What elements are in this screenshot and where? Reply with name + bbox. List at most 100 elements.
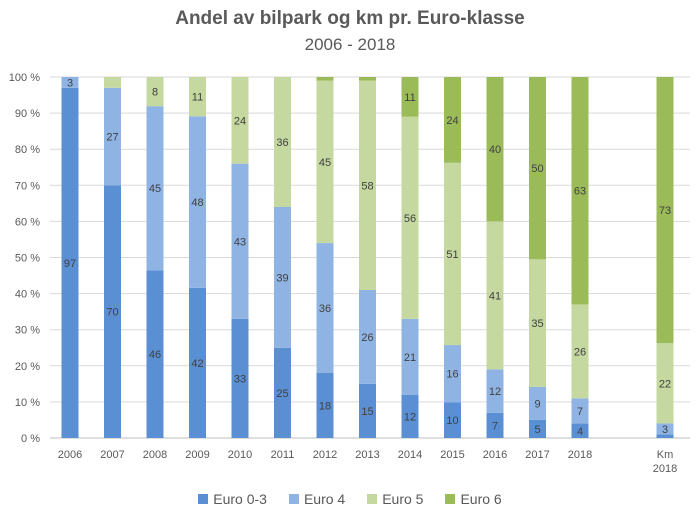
data-label: 22 bbox=[659, 378, 671, 390]
data-label: 48 bbox=[191, 197, 203, 209]
data-label: 46 bbox=[149, 349, 161, 361]
legend-swatch bbox=[198, 494, 209, 504]
bar-segment bbox=[401, 394, 419, 438]
data-label: 26 bbox=[361, 332, 373, 344]
data-label: 41 bbox=[489, 290, 501, 302]
data-label: 11 bbox=[404, 92, 415, 104]
data-label: 10 bbox=[446, 415, 458, 427]
data-label: 12 bbox=[489, 386, 501, 398]
bar-segment bbox=[444, 162, 461, 346]
legend-label: Euro 6 bbox=[460, 491, 502, 507]
chart-title: Andel av bilpark og km pr. Euro-klasse bbox=[175, 8, 525, 29]
data-label: 26 bbox=[574, 346, 586, 358]
data-label: 73 bbox=[659, 205, 671, 217]
bar-segment bbox=[486, 412, 504, 438]
legend-swatch bbox=[288, 494, 299, 504]
bar-segment bbox=[571, 304, 589, 399]
bar-segment bbox=[316, 243, 334, 374]
y-tick-label: 60 % bbox=[15, 216, 40, 228]
data-label: 12 bbox=[404, 411, 416, 423]
legend: Euro 0-3 Euro 4 Euro 5 Euro 6 bbox=[0, 491, 700, 507]
data-label: 40 bbox=[489, 144, 501, 156]
x-tick-label: 2006 bbox=[58, 449, 82, 461]
data-label: 15 bbox=[361, 406, 373, 418]
data-label: 24 bbox=[446, 115, 458, 127]
legend-item: Euro 5 bbox=[367, 491, 423, 507]
y-tick-label: 10 % bbox=[15, 397, 40, 409]
y-tick-label: 80 % bbox=[15, 144, 40, 156]
bar-segment bbox=[231, 318, 249, 438]
bar-segment bbox=[146, 77, 164, 107]
data-label: 51 bbox=[446, 249, 458, 261]
bar-segment bbox=[529, 386, 546, 420]
bar-segment bbox=[104, 87, 121, 186]
y-tick-label: 70 % bbox=[15, 180, 40, 192]
bar-segment bbox=[486, 221, 504, 370]
x-tick-label: 2015 bbox=[440, 449, 464, 461]
y-tick-label: 90 % bbox=[15, 108, 40, 120]
data-label: 7 bbox=[577, 406, 583, 418]
bar-segment bbox=[274, 77, 291, 207]
x-tick-label: 2012 bbox=[313, 449, 337, 461]
legend-swatch bbox=[367, 494, 378, 504]
y-tick-label: 50 % bbox=[15, 253, 40, 265]
data-label: 42 bbox=[191, 358, 203, 370]
x-tick-label: 2017 bbox=[525, 449, 549, 461]
legend-label: Euro 4 bbox=[303, 491, 346, 507]
bar-segment bbox=[656, 77, 674, 344]
bar-segment bbox=[316, 77, 334, 81]
x-tick-label: 2010 bbox=[228, 449, 252, 461]
data-label: 63 bbox=[574, 186, 586, 198]
bar-segment bbox=[274, 347, 291, 438]
x-tick-label: Km bbox=[657, 449, 674, 461]
data-label: 50 bbox=[531, 163, 543, 175]
x-tick-label: 2009 bbox=[185, 449, 209, 461]
x-tick-label: 2007 bbox=[100, 449, 124, 461]
y-tick-label: 30 % bbox=[15, 325, 40, 337]
bar-segment bbox=[146, 270, 164, 438]
bar-segment bbox=[571, 423, 589, 438]
bar-segment bbox=[359, 289, 376, 384]
bar-segment bbox=[529, 77, 546, 260]
bar-segment bbox=[486, 77, 504, 222]
x-tick-label: 2011 bbox=[271, 449, 295, 461]
x-tick-label: 2016 bbox=[483, 449, 507, 461]
x-tick-label: 2018 bbox=[568, 449, 592, 461]
bar-segment bbox=[401, 116, 419, 319]
bar-segment bbox=[104, 77, 121, 88]
bar-segment bbox=[529, 259, 546, 387]
bar-segment bbox=[571, 398, 589, 424]
data-label: 39 bbox=[276, 272, 288, 284]
bar-segment bbox=[61, 77, 79, 88]
bar-segment bbox=[359, 80, 376, 290]
bar-segment bbox=[189, 116, 206, 288]
data-label: 4 bbox=[577, 426, 583, 438]
data-label: 97 bbox=[64, 258, 76, 270]
data-label: 3 bbox=[662, 424, 668, 436]
bar-segment bbox=[444, 402, 461, 438]
chart-subtitle: 2006 - 2018 bbox=[304, 35, 396, 54]
legend-item: Euro 4 bbox=[288, 491, 346, 507]
legend-item: Euro 6 bbox=[445, 491, 502, 507]
bar-segment bbox=[444, 77, 461, 163]
data-label: 3 bbox=[67, 77, 73, 89]
data-label: 45 bbox=[149, 183, 161, 195]
bar-segment bbox=[571, 77, 589, 305]
bar-segment bbox=[104, 185, 121, 438]
data-label: 25 bbox=[276, 388, 288, 400]
bar-segment bbox=[656, 343, 674, 424]
legend-label: Euro 5 bbox=[382, 491, 424, 507]
x-tick-label: 2013 bbox=[355, 449, 379, 461]
bar-segment bbox=[359, 383, 376, 438]
data-label: 33 bbox=[234, 373, 246, 385]
data-label: 11 bbox=[192, 92, 203, 104]
y-tick-label: 0 % bbox=[21, 433, 40, 445]
bar-segment bbox=[486, 369, 504, 413]
x-tick-label: 2018 bbox=[653, 463, 677, 475]
bar-segment bbox=[656, 434, 674, 438]
bar-segment bbox=[231, 77, 249, 164]
y-tick-label: 40 % bbox=[15, 289, 40, 301]
data-label: 8 bbox=[152, 87, 158, 99]
data-label: 24 bbox=[234, 115, 246, 127]
